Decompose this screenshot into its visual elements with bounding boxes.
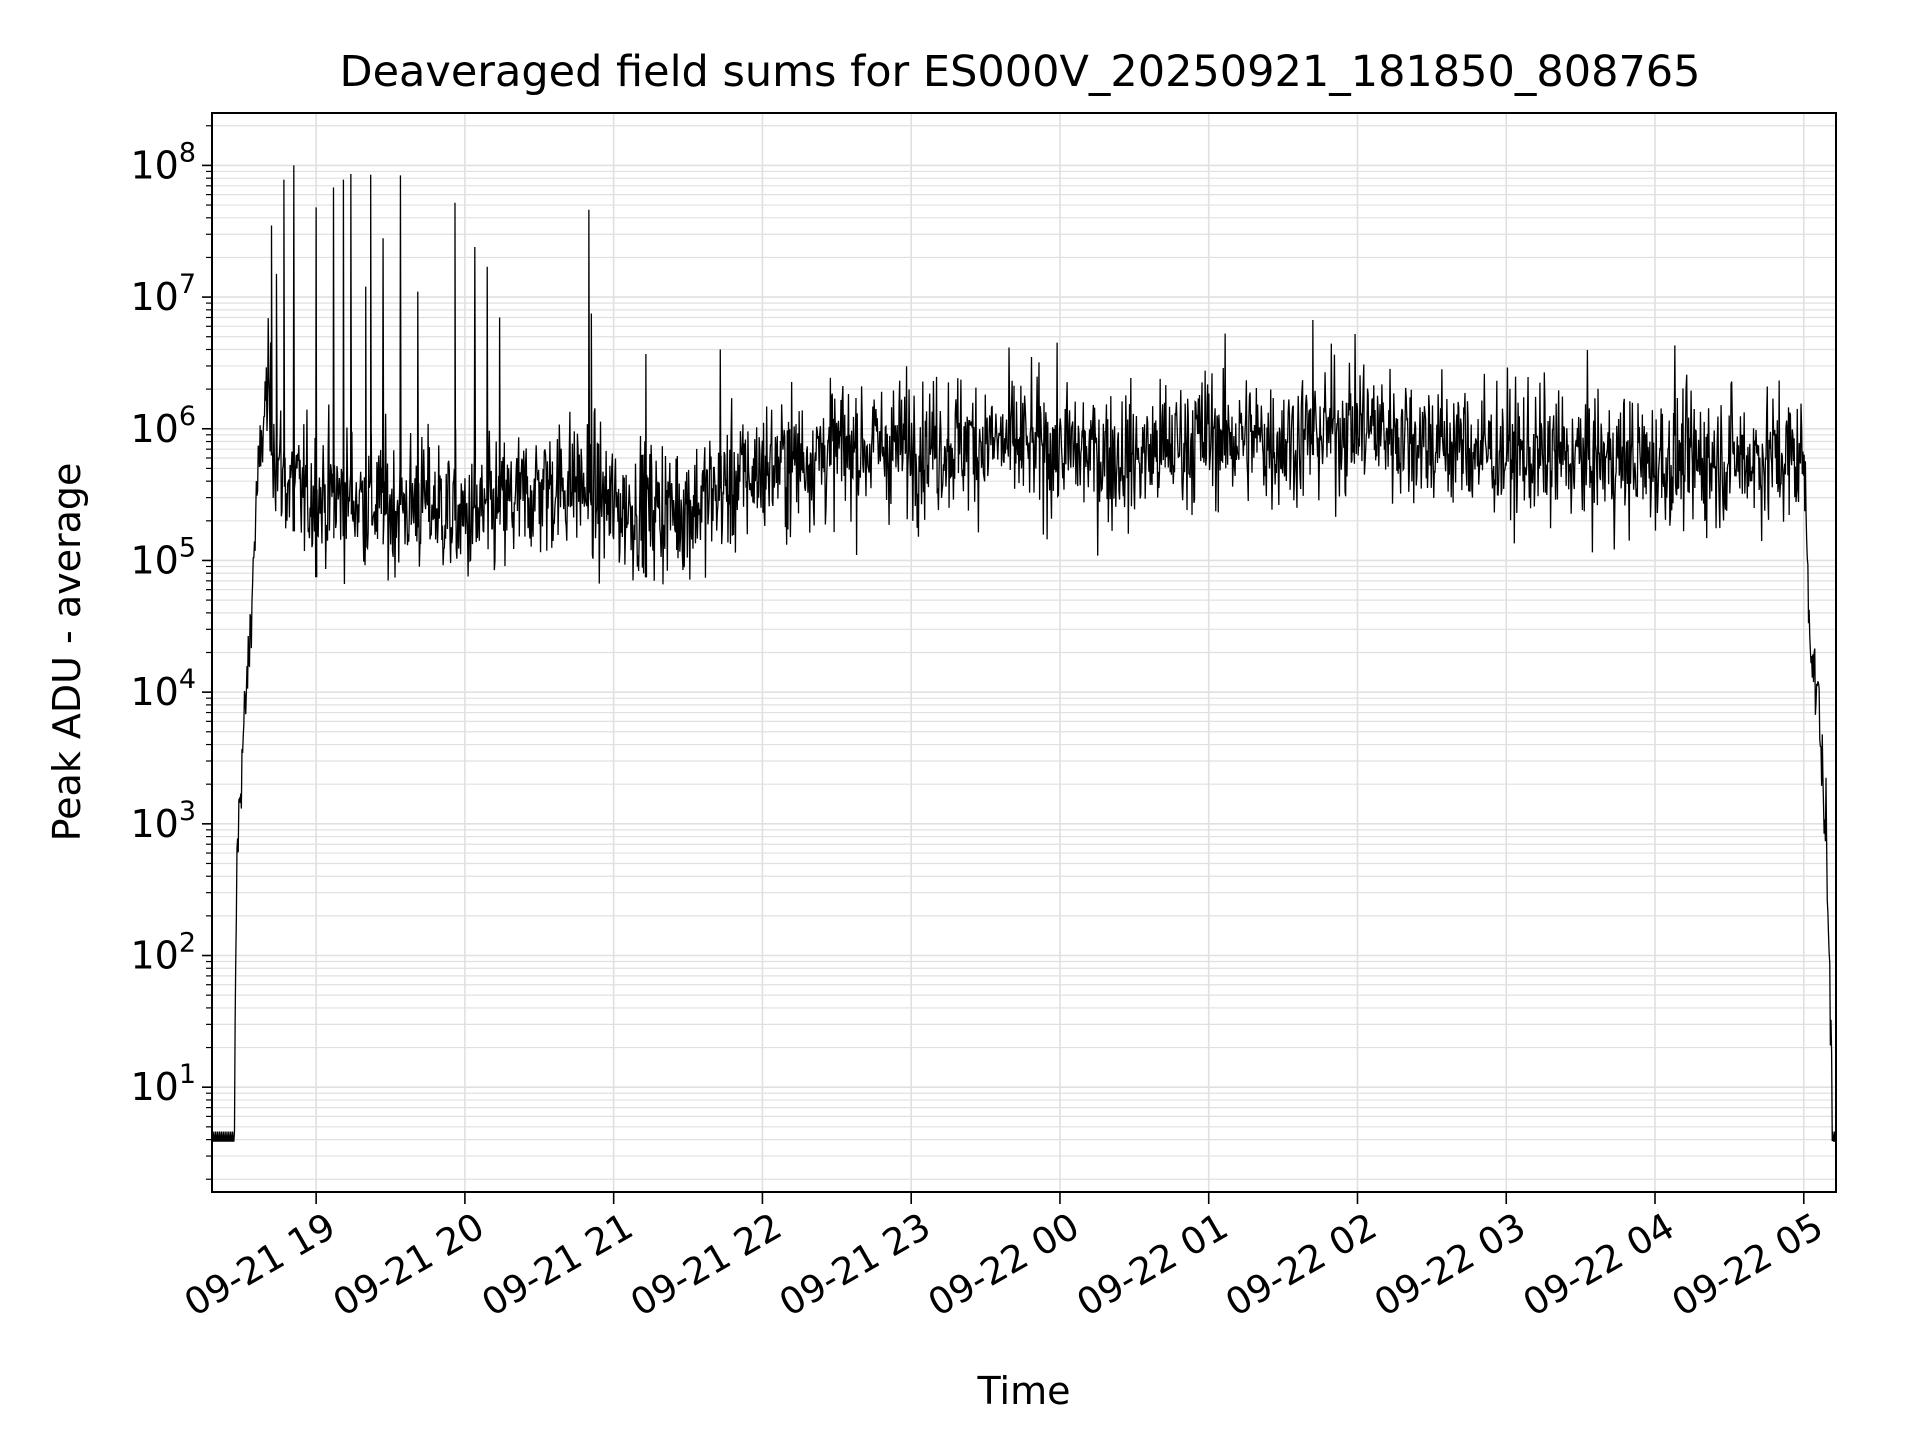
y-axis-ticks: 101 102 103 104 105 106 107 108 bbox=[130, 125, 212, 1180]
y-tick-label: 107 bbox=[130, 269, 196, 319]
y-tick-label: 103 bbox=[130, 796, 196, 846]
y-axis-label: Peak ADU - average bbox=[45, 463, 89, 842]
x-axis-label: Time bbox=[977, 1369, 1071, 1413]
y-tick-label: 102 bbox=[130, 928, 196, 978]
y-tick-label: 108 bbox=[130, 137, 196, 187]
y-tick-label: 106 bbox=[130, 401, 196, 451]
y-tick-label: 101 bbox=[130, 1059, 196, 1109]
chart-title: Deaveraged field sums for ES000V_2025092… bbox=[339, 47, 1700, 97]
series-line-group bbox=[212, 165, 1836, 1142]
series-line bbox=[212, 165, 1836, 1142]
y-tick-label: 104 bbox=[130, 664, 196, 714]
y-tick-label: 105 bbox=[130, 532, 196, 582]
